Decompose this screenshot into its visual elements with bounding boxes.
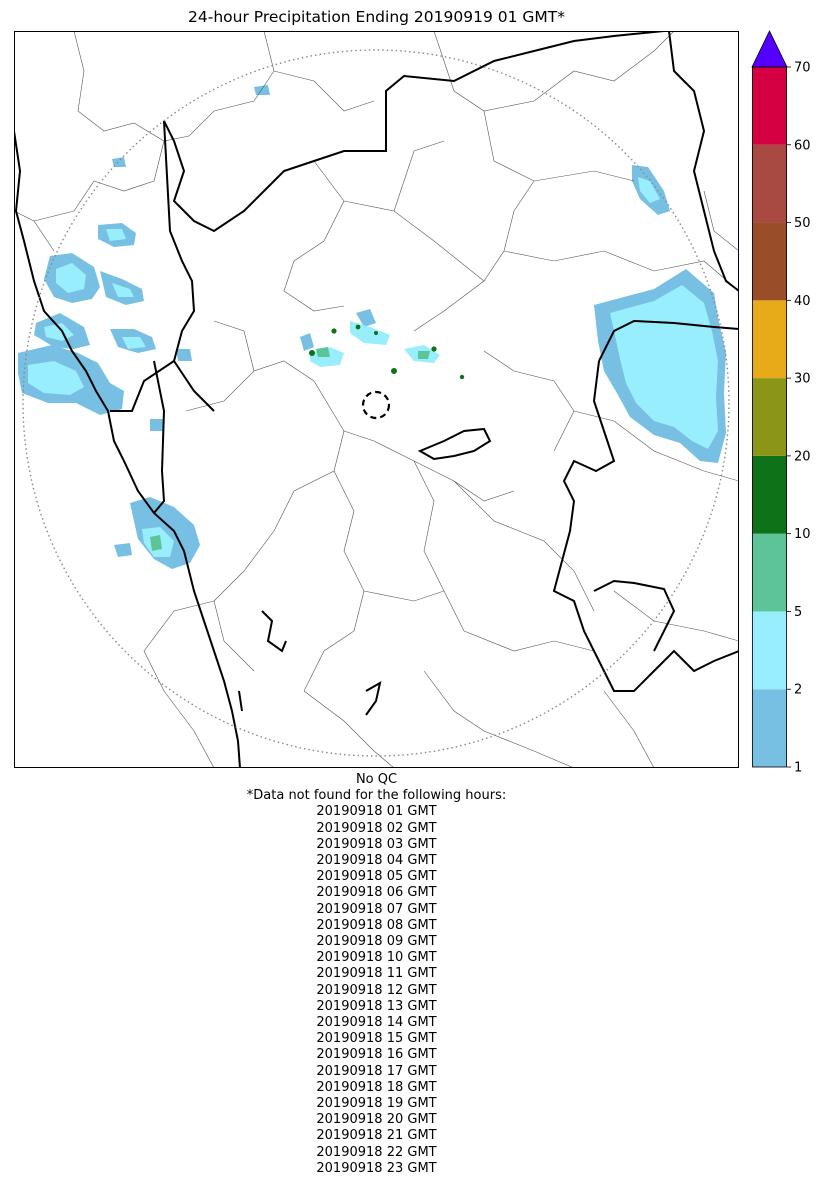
- missing-hour-item: 20190918 12 GMT: [316, 982, 437, 998]
- colorbar-extend-triangle: [751, 30, 788, 68]
- missing-hour-item: 20190918 19 GMT: [316, 1096, 437, 1112]
- missing-hours-list: 20190918 01 GMT 20190918 02 GMT 20190918 0…: [14, 804, 739, 1177]
- colorbar-bin-10-20: [752, 455, 787, 534]
- colorbar-tick-label: 60: [794, 138, 811, 153]
- colorbar-bin-1-2: [752, 689, 787, 767]
- district-boundaries: [14, 31, 739, 768]
- state-boundaries: [14, 31, 739, 768]
- colorbar-tick-label: 20: [794, 449, 811, 464]
- missing-hour-item: 20190918 18 GMT: [316, 1079, 437, 1095]
- colorbar-tick-label: 10: [794, 527, 811, 542]
- map-title: 24-hour Precipitation Ending 20190919 01…: [188, 8, 565, 26]
- missing-hour-item: 20190918 05 GMT: [316, 869, 437, 885]
- missing-hour-item: 20190918 08 GMT: [316, 917, 437, 933]
- missing-hour-item: 20190918 01 GMT: [316, 804, 437, 820]
- precipitation-map: [14, 31, 739, 768]
- precip-5-10: [150, 347, 430, 551]
- colorbar-tick-label: 1: [794, 761, 802, 776]
- colorbar-bin-20-30: [752, 378, 787, 456]
- colorbar-tick-label: 2: [794, 683, 802, 698]
- missing-hour-item: 20190918 03 GMT: [316, 836, 437, 852]
- missing-hour-item: 20190918 23 GMT: [316, 1160, 437, 1176]
- missing-data-header: *Data not found for the following hours:: [246, 788, 507, 804]
- colorbar: 1 2 5 10 20 30 40 50 60 70: [751, 30, 820, 776]
- colorbar-frame: [752, 66, 787, 768]
- radar-range-ring: [22, 49, 730, 757]
- colorbar-tick-label: 30: [794, 372, 811, 387]
- missing-hour-item: 20190918 20 GMT: [316, 1112, 437, 1128]
- colorbar-bin-40-50: [752, 222, 787, 301]
- colorbar-tick-label: 70: [794, 61, 811, 76]
- colorbar-tick-label: 5: [794, 605, 802, 620]
- missing-hour-item: 20190918 17 GMT: [316, 1063, 437, 1079]
- radar-site-marker: [361, 390, 391, 420]
- missing-hour-item: 20190918 11 GMT: [316, 966, 437, 982]
- colorbar-bin-2-5: [752, 611, 787, 690]
- footer-notes: No QC *Data not found for the following …: [14, 772, 739, 1177]
- missing-hour-item: 20190918 21 GMT: [316, 1128, 437, 1144]
- missing-hour-item: 20190918 07 GMT: [316, 901, 437, 917]
- colorbar-tick-label: 40: [794, 294, 811, 309]
- qc-note: No QC: [355, 772, 398, 787]
- missing-hour-item: 20190918 14 GMT: [316, 1015, 437, 1031]
- precip-10-20: [309, 324, 465, 380]
- missing-hour-item: 20190918 13 GMT: [316, 998, 437, 1014]
- colorbar-bin-30-40: [752, 300, 787, 379]
- colorbar-bin-5-10: [752, 533, 787, 612]
- colorbar-bin-50-60: [752, 144, 787, 223]
- missing-hour-item: 20190918 06 GMT: [316, 885, 437, 901]
- missing-hour-item: 20190918 10 GMT: [316, 950, 437, 966]
- missing-hour-item: 20190918 16 GMT: [316, 1047, 437, 1063]
- colorbar-tick-label: 50: [794, 216, 811, 231]
- missing-hour-item: 20190918 02 GMT: [316, 820, 437, 836]
- missing-hour-item: 20190918 22 GMT: [316, 1144, 437, 1160]
- missing-hour-item: 20190918 15 GMT: [316, 1031, 437, 1047]
- missing-hour-item: 20190918 04 GMT: [316, 853, 437, 869]
- colorbar-bin-60-70: [752, 67, 787, 145]
- missing-hour-item: 20190918 09 GMT: [316, 934, 437, 950]
